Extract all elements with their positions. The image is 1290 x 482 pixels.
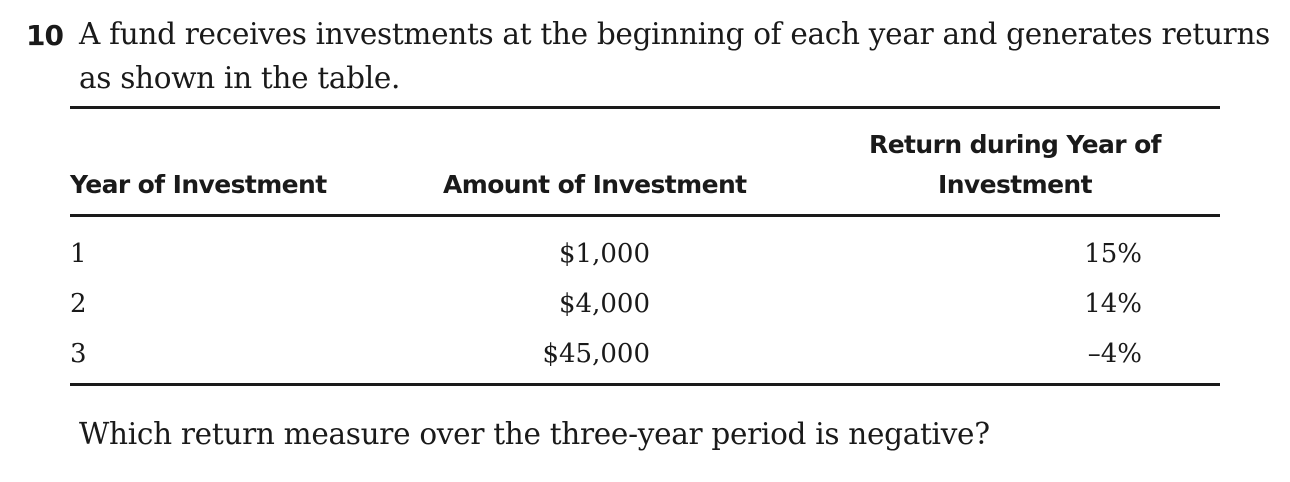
table-header-rule bbox=[70, 214, 1220, 217]
table-row: 1 $1,000 15% bbox=[70, 229, 1220, 279]
table-row: 2 $4,000 14% bbox=[70, 279, 1220, 329]
cell-amount: $45,000 bbox=[542, 339, 650, 369]
header-amount-of-investment: Amount of Investment bbox=[443, 170, 747, 199]
cell-year: 2 bbox=[70, 289, 87, 319]
header-year-of-investment: Year of Investment bbox=[70, 170, 327, 199]
table-row: 3 $45,000 –4% bbox=[70, 329, 1220, 379]
table-bottom-rule bbox=[70, 383, 1220, 386]
cell-return: –4% bbox=[1087, 339, 1142, 369]
table-top-rule bbox=[70, 106, 1220, 109]
cell-amount: $4,000 bbox=[559, 289, 650, 319]
question-number: 10 bbox=[26, 19, 64, 52]
cell-year: 3 bbox=[70, 339, 87, 369]
cell-year: 1 bbox=[70, 239, 87, 269]
header-return-during-year: Return during Year of Investment bbox=[869, 130, 1162, 199]
cell-return: 14% bbox=[1084, 289, 1142, 319]
cell-return: 15% bbox=[1084, 239, 1142, 269]
question-prompt: Which return measure over the three-year… bbox=[79, 417, 990, 451]
cell-amount: $1,000 bbox=[559, 239, 650, 269]
question-stem: A fund receives investments at the begin… bbox=[79, 17, 1271, 95]
